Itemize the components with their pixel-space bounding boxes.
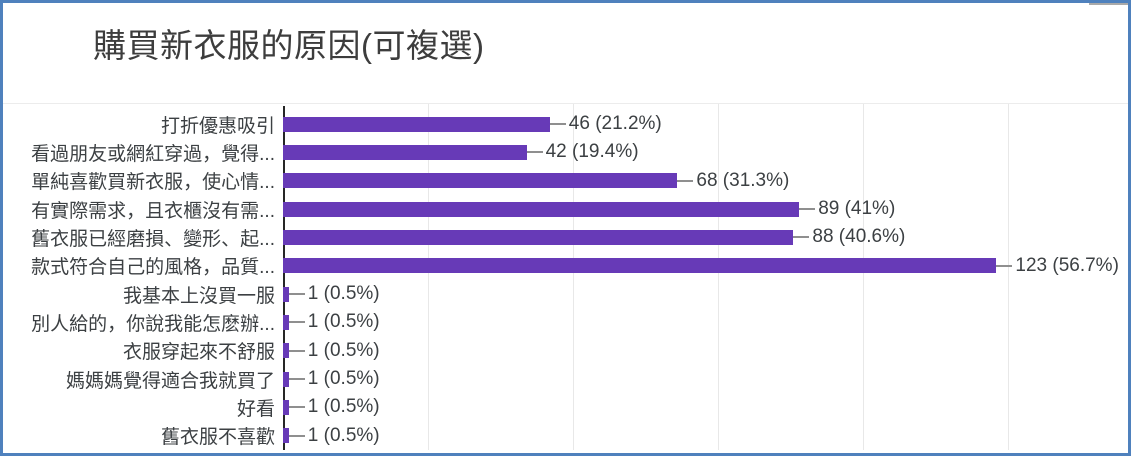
bar-zone: 1 (0.5%)	[275, 393, 1128, 421]
category-label: 有實際需求，且衣櫃沒有需...	[31, 200, 275, 222]
bar-row: 好看 1 (0.5%)	[3, 393, 1128, 421]
connector-line	[288, 321, 305, 324]
category-label: 單純喜歡買新衣服，使心情...	[31, 172, 275, 194]
connector-line	[996, 264, 1013, 267]
bar	[283, 286, 289, 302]
bar-rows: 打折優惠吸引 46 (21.2%) 看過朋友或網紅穿過，覺得... 42 (19…	[3, 110, 1128, 450]
bar	[283, 371, 289, 387]
bar	[283, 173, 678, 189]
y-axis-line	[283, 106, 285, 450]
bar-row: 媽媽媽覺得適合我就買了 1 (0.5%)	[3, 365, 1128, 393]
connector-line	[288, 293, 305, 296]
bar	[283, 201, 800, 217]
value-label: 123 (56.7%)	[1015, 254, 1119, 276]
bar-zone: 1 (0.5%)	[275, 308, 1128, 336]
bar	[283, 229, 794, 245]
category-label: 看過朋友或網紅穿過，覺得...	[31, 143, 275, 165]
connector-line	[288, 378, 305, 381]
bar	[283, 116, 550, 132]
connector-line	[288, 406, 305, 409]
connector-line	[526, 151, 543, 154]
bar-row: 我基本上沒買一服 1 (0.5%)	[3, 280, 1128, 308]
connector-line	[549, 123, 566, 126]
category-label: 媽媽媽覺得適合我就買了	[65, 370, 275, 392]
bar-zone: 123 (56.7%)	[275, 252, 1128, 280]
category-label: 舊衣服不喜歡	[160, 427, 275, 449]
plot-area: 打折優惠吸引 46 (21.2%) 看過朋友或網紅穿過，覺得... 42 (19…	[3, 103, 1128, 450]
bar-row: 有實際需求，且衣櫃沒有需... 89 (41%)	[3, 195, 1128, 223]
value-label: 42 (19.4%)	[545, 141, 639, 163]
scrollbar-fragment	[1089, 3, 1128, 5]
connector-line	[793, 236, 810, 239]
bar-zone: 1 (0.5%)	[275, 365, 1128, 393]
category-label: 我基本上沒買一服	[122, 285, 275, 307]
bar	[283, 428, 289, 444]
chart-title: 購買新衣服的原因(可複選)	[93, 27, 485, 64]
bar-row: 單純喜歡買新衣服，使心情... 68 (31.3%)	[3, 167, 1128, 195]
category-label: 舊衣服已經磨損、變形、起...	[31, 228, 275, 250]
bar-zone: 68 (31.3%)	[275, 167, 1128, 195]
bar-zone: 1 (0.5%)	[275, 337, 1128, 365]
value-label: 89 (41%)	[818, 198, 896, 220]
bar	[283, 343, 289, 359]
value-label: 46 (21.2%)	[568, 113, 662, 135]
bar-zone: 42 (19.4%)	[275, 138, 1128, 166]
bar-zone: 1 (0.5%)	[275, 422, 1128, 450]
value-label: 1 (0.5%)	[307, 368, 380, 390]
bar-row: 別人給的，你說我能怎麽辦... 1 (0.5%)	[3, 308, 1128, 336]
connector-line	[799, 208, 816, 211]
value-label: 88 (40.6%)	[812, 226, 906, 248]
value-label: 1 (0.5%)	[307, 311, 380, 333]
bar-zone: 1 (0.5%)	[275, 280, 1128, 308]
category-label: 衣服穿起來不舒服	[122, 342, 275, 364]
category-label: 別人給的，你說我能怎麽辦...	[31, 313, 275, 335]
bar-row: 打折優惠吸引 46 (21.2%)	[3, 110, 1128, 138]
bar-zone: 46 (21.2%)	[275, 110, 1128, 138]
bar-zone: 89 (41%)	[275, 195, 1128, 223]
connector-line	[288, 434, 305, 437]
bar-zone: 88 (40.6%)	[275, 223, 1128, 251]
bar-row: 衣服穿起來不舒服 1 (0.5%)	[3, 337, 1128, 365]
bar-row: 舊衣服不喜歡 1 (0.5%)	[3, 422, 1128, 450]
bar	[283, 144, 527, 160]
category-label: 好看	[236, 398, 275, 420]
bar-row: 看過朋友或網紅穿過，覺得... 42 (19.4%)	[3, 138, 1128, 166]
bar	[283, 314, 289, 330]
bar-row: 款式符合自己的風格，品質... 123 (56.7%)	[3, 252, 1128, 280]
category-label: 款式符合自己的風格，品質...	[31, 257, 275, 279]
category-label: 打折優惠吸引	[160, 115, 275, 137]
value-label: 1 (0.5%)	[307, 424, 380, 446]
value-label: 1 (0.5%)	[307, 396, 380, 418]
bar-row: 舊衣服已經磨損、變形、起... 88 (40.6%)	[3, 223, 1128, 251]
bar	[283, 258, 997, 274]
connector-line	[288, 349, 305, 352]
connector-line	[677, 179, 694, 182]
value-label: 68 (31.3%)	[696, 169, 790, 191]
value-label: 1 (0.5%)	[307, 339, 380, 361]
bar	[283, 399, 289, 415]
value-label: 1 (0.5%)	[307, 283, 380, 305]
